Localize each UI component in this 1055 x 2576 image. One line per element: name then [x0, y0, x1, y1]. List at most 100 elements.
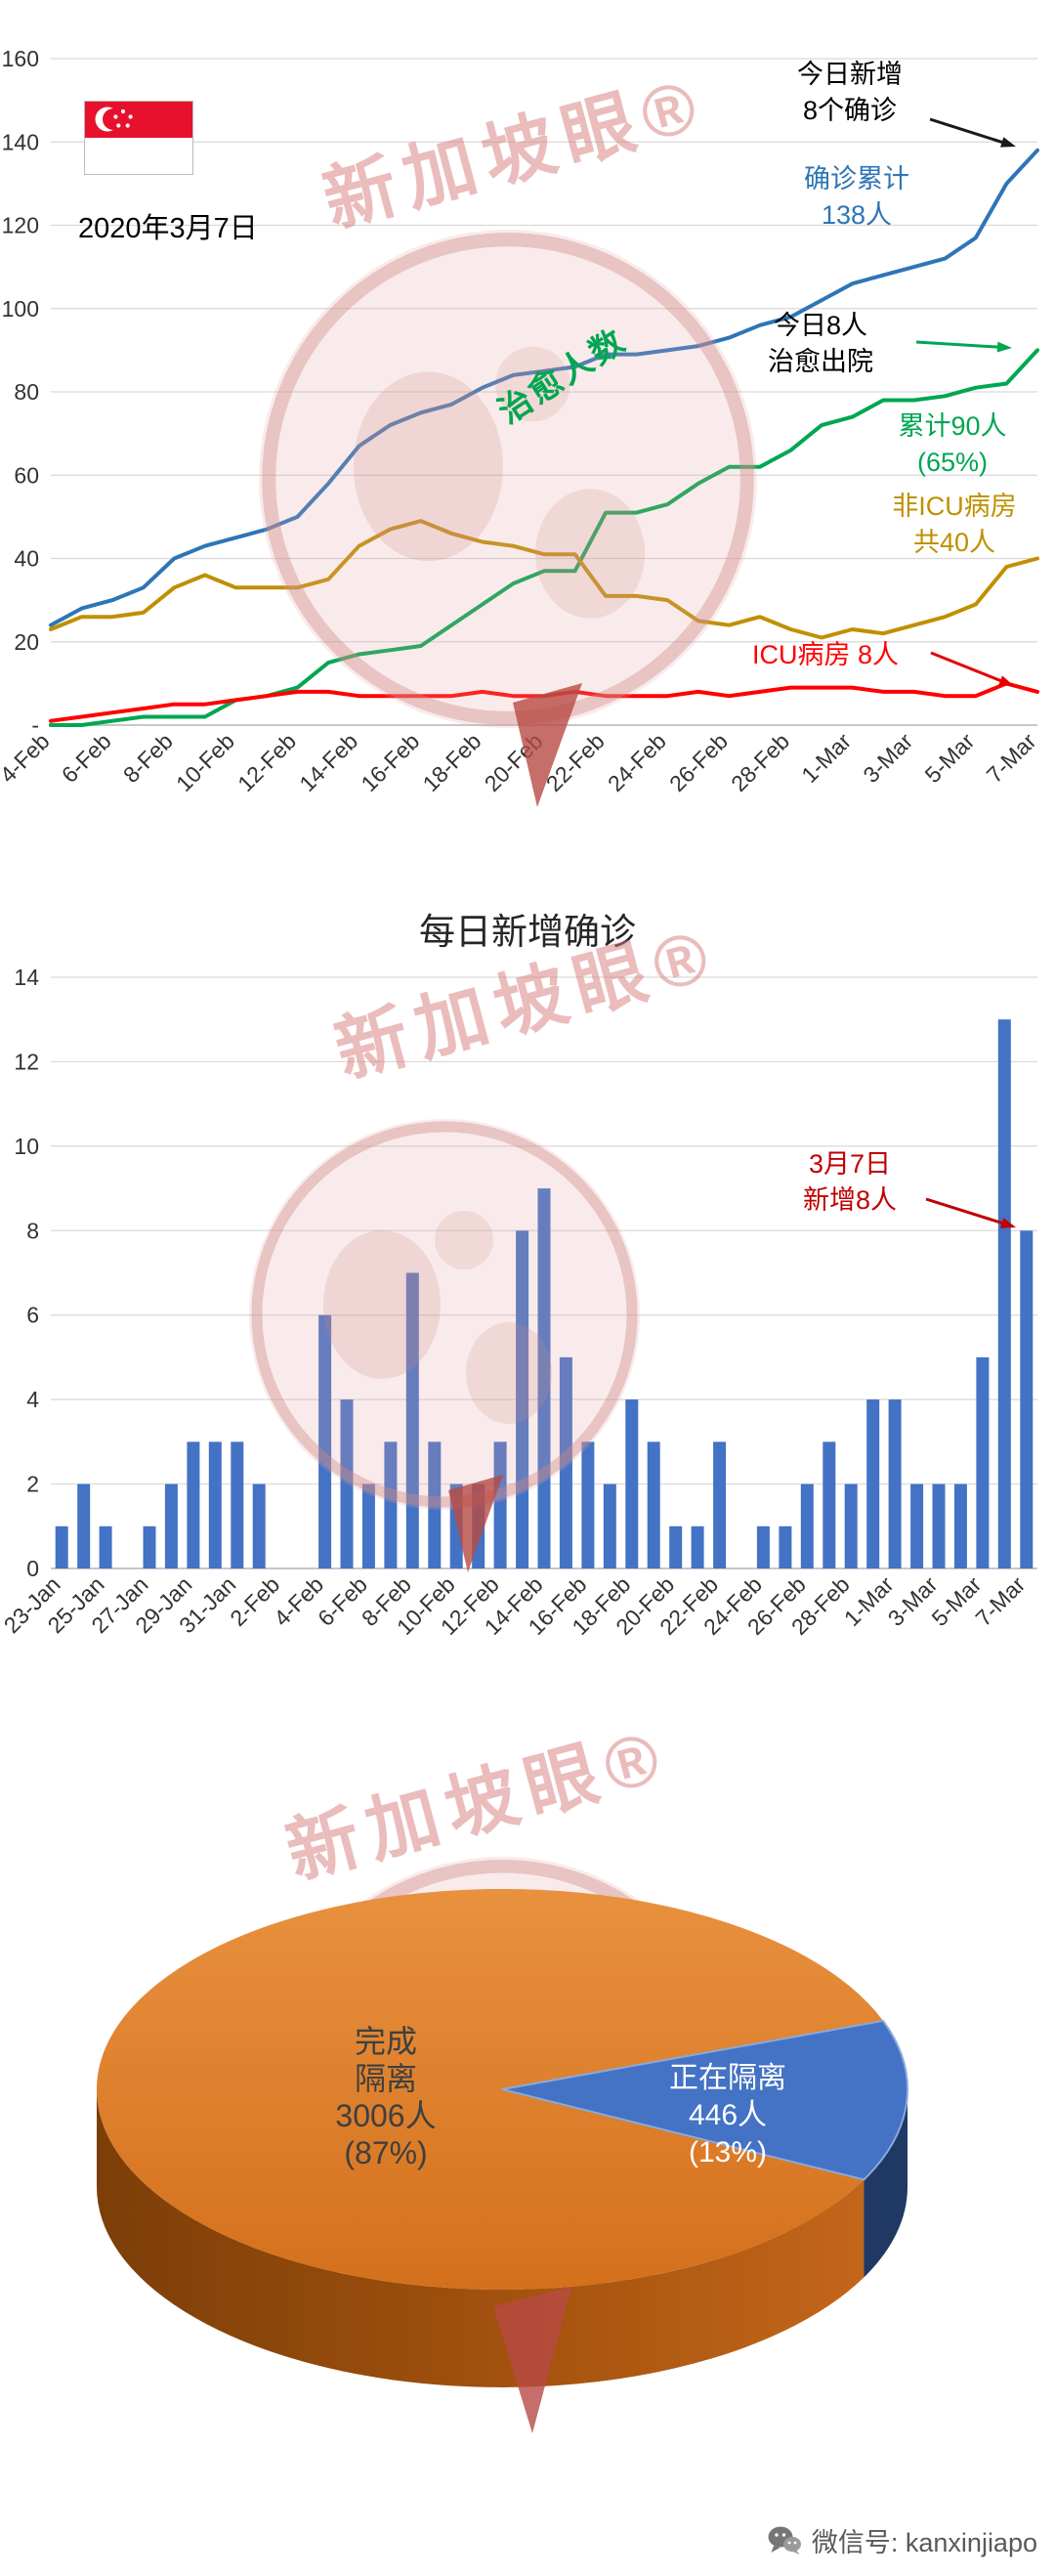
x-tick-label: 2-Feb — [225, 1571, 284, 1631]
bar — [516, 1230, 529, 1568]
flag-star — [113, 114, 118, 119]
pie-slice-completed-quarantine — [96, 1888, 883, 2290]
x-tick-label: 8-Feb — [118, 728, 178, 788]
bar — [231, 1441, 244, 1568]
x-tick-label: 18-Feb — [417, 728, 485, 796]
flag-star — [125, 123, 130, 128]
x-tick-label: 5-Mar — [920, 728, 980, 788]
watermark-logo-blob — [435, 1211, 493, 1269]
bar — [361, 1483, 375, 1568]
bar — [143, 1525, 156, 1568]
wechat-icon — [768, 2526, 801, 2555]
watermark-logo-tail — [448, 1475, 503, 1572]
bar — [844, 1483, 858, 1568]
bar — [559, 1356, 572, 1568]
y-tick-label: 12 — [14, 1049, 39, 1074]
annotation-arrow — [925, 1197, 1009, 1226]
bar — [713, 1441, 727, 1568]
bar — [866, 1399, 880, 1568]
bar — [888, 1399, 902, 1568]
y-tick-label: 40 — [14, 546, 39, 572]
watermark-logo-blob — [466, 1322, 552, 1424]
x-tick-label: 7-Mar — [970, 1571, 1030, 1631]
x-tick-label: 26-Feb — [664, 728, 733, 796]
annotation-arrowhead — [996, 341, 1012, 353]
bar — [823, 1441, 836, 1568]
bar — [910, 1483, 924, 1568]
y-tick-label: 2 — [26, 1472, 39, 1497]
bar — [976, 1356, 990, 1568]
quarantine-pie-chart: 新加坡眼® 完成 隔离 3006人 (87%) 正在隔离 446人 (13%) — [0, 1714, 1055, 2502]
flag-white-band — [84, 138, 193, 175]
series-non_icu — [49, 519, 1039, 640]
x-tick-label: 28-Feb — [726, 728, 794, 796]
report-date: 2020年3月7日 — [78, 213, 258, 244]
annotation-icu: ICU病房 8人 — [751, 640, 900, 669]
bar — [318, 1314, 332, 1568]
watermark-logo-blob — [323, 1230, 441, 1379]
bar — [187, 1441, 200, 1568]
bar — [340, 1399, 354, 1568]
bar — [669, 1525, 683, 1568]
bar — [953, 1483, 967, 1568]
bar — [800, 1483, 814, 1568]
watermark-logo-circle — [259, 230, 757, 728]
y-tick-label: 0 — [26, 1556, 39, 1581]
flag-star — [128, 114, 133, 119]
y-tick-label: 20 — [14, 629, 39, 655]
annotation-discharged-today: 今日8人 治愈出院 — [768, 311, 873, 377]
annotation-arrow — [915, 340, 1004, 349]
annotation-non-icu: 非ICU病房 共40人 — [892, 492, 1017, 558]
bar — [99, 1525, 112, 1568]
x-tick-label: 16-Feb — [356, 728, 424, 796]
annotation-cumulative-cured: 累计90人 (65%) — [898, 411, 1007, 478]
pie-side-completed — [97, 2089, 865, 2387]
bar — [493, 1441, 507, 1568]
flag-crescent-cut — [103, 108, 124, 130]
bar — [77, 1483, 91, 1568]
x-tick-label: 6-Feb — [57, 728, 116, 788]
x-tick-label: 7-Mar — [982, 728, 1041, 788]
watermark-logo-blob — [353, 371, 503, 562]
x-tick-label: 1-Mar — [796, 728, 856, 788]
watermark-logo-circle — [249, 1119, 640, 1510]
annotation-arrowhead — [1000, 137, 1016, 148]
bar — [208, 1441, 222, 1568]
watermark-logo-ring — [251, 1121, 638, 1508]
watermark-logo-ring — [262, 233, 754, 725]
x-tick-label: 5-Mar — [927, 1571, 987, 1631]
bar — [384, 1441, 398, 1568]
watermark-logo-tail — [493, 2287, 571, 2433]
y-tick-label: 4 — [26, 1387, 39, 1412]
annotation-arrow — [929, 117, 1009, 146]
pie-slice-ongoing-quarantine — [501, 2019, 908, 2181]
series-cured — [49, 348, 1039, 727]
bar — [537, 1188, 551, 1568]
annotation-new-confirmed-today: 今日新增 8个确诊 — [797, 60, 903, 126]
wechat-id: 微信号: kanxinjiapo — [811, 2528, 1037, 2557]
y-tick-label: 60 — [14, 462, 39, 488]
cumulative-trend-chart: - 20 40 60 80 100 120 140 160 4-Feb 6-Feb 8-Feb 10-F… — [0, 0, 1055, 850]
y-tick-label: 14 — [14, 965, 39, 990]
footer: 微信号: kanxinjiapo — [0, 2521, 1037, 2559]
watermark-logo-tail — [513, 683, 582, 807]
bar — [1020, 1230, 1034, 1568]
chart-title: 每日新增确诊 — [419, 912, 636, 952]
bar — [691, 1525, 704, 1568]
pie-chart-svg — [96, 1857, 908, 2433]
bar — [997, 1019, 1011, 1568]
y-tick-label: 80 — [14, 379, 39, 405]
bar — [647, 1441, 660, 1568]
bar — [252, 1483, 266, 1568]
y-tick-label: 8 — [26, 1218, 39, 1243]
y-tick-label: 100 — [2, 296, 39, 322]
bar — [603, 1483, 616, 1568]
bar — [164, 1483, 178, 1568]
flag-star — [120, 108, 126, 114]
bar — [405, 1272, 419, 1568]
bar — [756, 1525, 770, 1568]
y-tick-label: 10 — [14, 1134, 39, 1159]
annotation-arrowhead — [1000, 1218, 1016, 1228]
x-tick-label: 6-Feb — [313, 1571, 372, 1631]
